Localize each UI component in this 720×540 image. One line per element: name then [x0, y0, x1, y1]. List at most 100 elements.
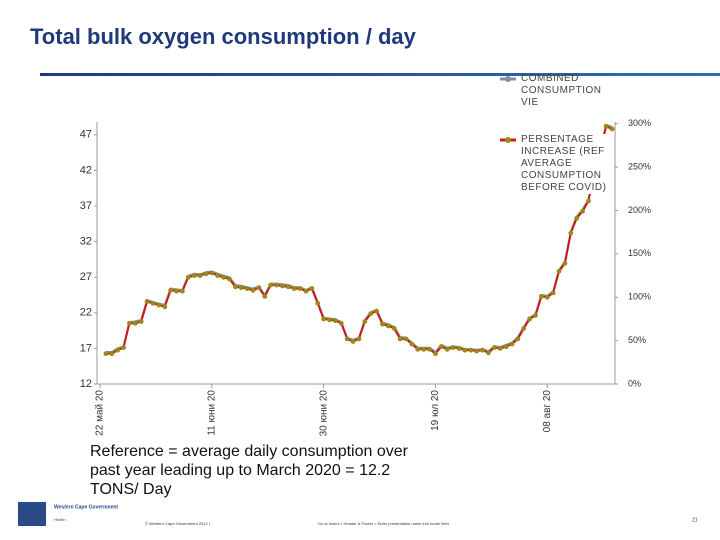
- series-marker: [350, 339, 356, 344]
- series-marker: [491, 345, 497, 350]
- series-marker: [321, 316, 327, 322]
- series-marker: [156, 302, 162, 308]
- series-marker: [427, 346, 432, 352]
- series-marker: [503, 344, 509, 350]
- series-marker: [209, 270, 215, 276]
- series-marker: [138, 319, 144, 324]
- series-marker: [121, 345, 126, 350]
- series-marker: [127, 320, 132, 326]
- series-marker: [397, 336, 403, 342]
- series-marker: [150, 300, 156, 306]
- series-marker: [486, 350, 491, 356]
- series-marker: [262, 293, 268, 299]
- series-marker: [168, 287, 174, 293]
- legend-entry: PERSENTAGE INCREASE (REF AVERAGE CONSUMP…: [521, 134, 613, 194]
- series-marker: [303, 288, 309, 294]
- reference-note: Reference = average daily consumption ov…: [90, 443, 408, 498]
- series-marker: [227, 276, 232, 282]
- series-marker: [568, 230, 574, 236]
- series-marker: [580, 208, 585, 214]
- series-marker: [221, 274, 226, 280]
- series-marker: [403, 336, 409, 342]
- series-marker: [191, 273, 197, 278]
- series-marker: [609, 126, 615, 132]
- series-marker: [527, 316, 533, 322]
- series-marker: [515, 336, 521, 342]
- series-marker: [256, 285, 262, 291]
- series-marker: [344, 336, 350, 342]
- series-marker: [444, 346, 450, 352]
- y2-tick-label: 150%: [628, 248, 651, 258]
- series-marker: [338, 320, 344, 326]
- series-marker: [162, 304, 168, 310]
- y2-tick-label: 0%: [628, 378, 641, 388]
- series-marker: [203, 271, 209, 277]
- page-number: 21: [692, 517, 698, 523]
- y-tick-label: 37: [80, 200, 92, 212]
- series-marker: [533, 313, 538, 318]
- series-marker: [250, 287, 256, 293]
- series-marker: [603, 123, 609, 129]
- series-marker: [297, 286, 303, 291]
- series-marker: [174, 288, 179, 294]
- y2-tick-label: 300%: [628, 118, 651, 128]
- series-marker: [132, 320, 138, 326]
- logo-crest: [18, 502, 46, 526]
- y2-tick-label: 200%: [628, 205, 651, 215]
- legend-entry: COMBINED CONSUMPTION VIE: [521, 73, 602, 108]
- series-marker: [374, 308, 379, 314]
- series-marker: [385, 323, 391, 329]
- y2-tick-label: 50%: [628, 335, 646, 345]
- series-marker: [586, 198, 591, 204]
- y-tick-label: 12: [80, 378, 92, 390]
- header-rule: [40, 73, 720, 76]
- series-marker: [197, 273, 203, 278]
- y2-tick-label: 250%: [628, 161, 651, 171]
- series-marker: [433, 351, 438, 357]
- series-marker: [362, 319, 368, 324]
- series-marker: [421, 346, 427, 352]
- series-marker: [391, 326, 397, 331]
- series-marker: [215, 273, 221, 278]
- series-marker: [356, 336, 362, 342]
- series-marker: [550, 290, 556, 296]
- series-marker: [109, 351, 115, 357]
- series-marker: [574, 215, 580, 221]
- y-tick-label: 42: [80, 164, 92, 176]
- series-marker: [327, 317, 332, 323]
- series-marker: [480, 347, 485, 353]
- y-tick-label: 17: [80, 342, 92, 354]
- x-tick-label: 19 юл 20: [430, 390, 441, 431]
- series-marker: [562, 261, 568, 266]
- logo-sub: Health: [54, 517, 66, 522]
- series-marker: [179, 288, 185, 294]
- series-marker: [115, 347, 121, 353]
- series-marker: [380, 321, 385, 327]
- series-marker: [368, 311, 374, 317]
- series-marker: [409, 341, 415, 347]
- series-marker: [144, 299, 150, 304]
- series-marker: [509, 341, 515, 347]
- series-marker: [268, 282, 274, 288]
- logo-name: Western Cape Government: [54, 504, 118, 510]
- series-marker: [103, 351, 109, 357]
- slide-title: Total bulk oxygen consumption / day: [30, 24, 416, 49]
- series-marker: [333, 318, 338, 324]
- series-marker: [315, 300, 321, 306]
- footer-copyright: © Western Cape Government 2012 |: [145, 521, 210, 526]
- series-marker: [438, 344, 444, 350]
- y2-tick-label: 100%: [628, 292, 651, 302]
- series-marker: [238, 285, 244, 291]
- series-marker: [538, 293, 544, 299]
- series-marker: [468, 347, 474, 353]
- series-marker: [474, 348, 480, 354]
- x-tick-label: 22 май 20: [95, 390, 106, 436]
- series-marker: [285, 284, 291, 290]
- y-tick-label: 32: [80, 236, 92, 248]
- series-marker: [280, 283, 285, 289]
- y-tick-label: 22: [80, 307, 92, 319]
- series-marker: [291, 286, 297, 291]
- series-marker: [244, 286, 250, 291]
